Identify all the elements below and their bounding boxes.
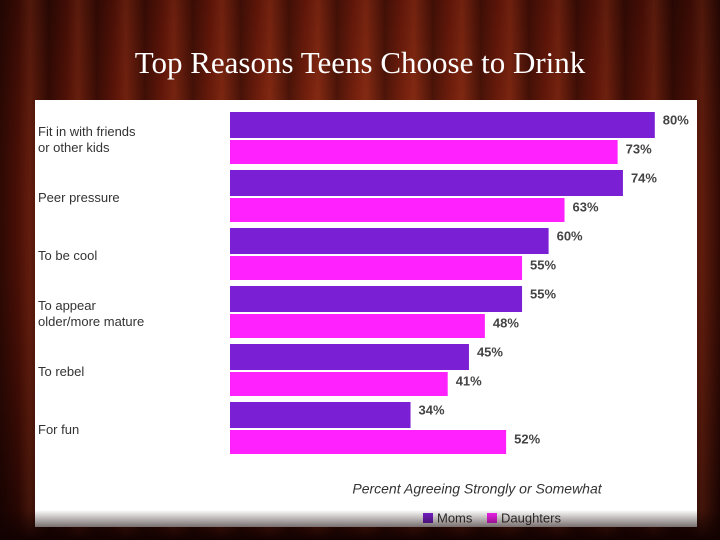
bar [230,430,507,454]
value-label: 55% [530,257,556,272]
bar [230,286,523,312]
bar [230,140,618,164]
chart-title: Top Reasons Teens Choose to Drink [135,45,586,80]
value-label: 73% [626,141,652,156]
value-label: 34% [419,402,445,417]
category-label: Peer pressure [38,190,120,205]
value-label: 74% [631,170,657,185]
legend-label: Daughters [501,510,561,525]
bar [230,344,469,370]
legend-swatch [487,513,497,523]
bar [230,402,411,428]
bar [230,170,623,196]
category-label: To be cool [38,248,98,263]
bar [230,314,485,338]
bar [230,372,448,396]
value-label: 45% [477,344,503,359]
bar [230,228,549,254]
value-label: 41% [456,373,482,388]
value-label: 48% [493,315,519,330]
bar [230,112,655,138]
category-label: To appear older/more mature [38,298,145,329]
value-label: 80% [663,112,689,127]
value-label: 60% [557,228,583,243]
x-axis-label: Percent Agreeing Strongly or Somewhat [352,481,602,497]
bar [230,198,565,222]
value-label: 63% [573,199,599,214]
category-label: Fit in with friends or other kids [38,124,136,155]
category-label: To rebel [38,364,85,379]
legend-label: Moms [437,510,473,525]
value-label: 55% [530,286,556,301]
category-label: For fun [38,422,80,437]
value-label: 52% [514,431,540,446]
legend-swatch [423,513,433,523]
bar [230,256,523,280]
